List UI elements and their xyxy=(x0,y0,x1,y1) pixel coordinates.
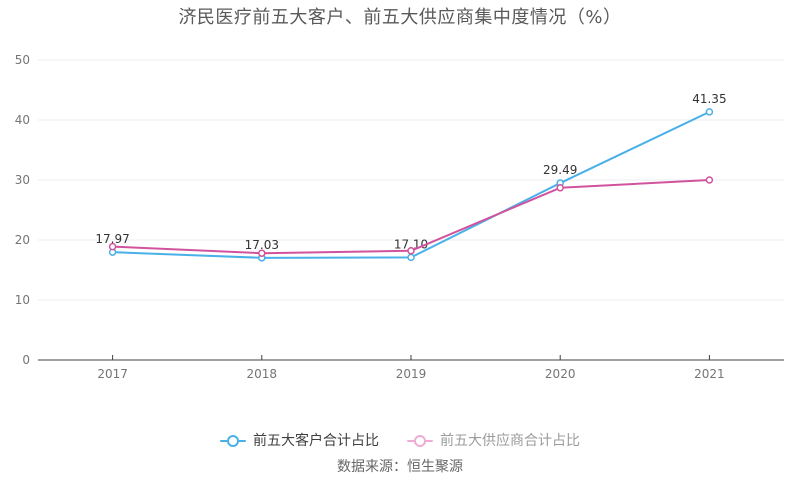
legend-circle xyxy=(227,435,239,447)
data-label: 17.03 xyxy=(245,238,279,252)
x-axis-tick-label: 2021 xyxy=(694,367,725,381)
legend-item-top5-suppliers[interactable]: 前五大供应商合计占比 xyxy=(407,434,580,448)
data-point-suppliers-2017[interactable] xyxy=(108,242,117,251)
x-axis-tick-label: 2019 xyxy=(396,367,427,381)
line-chart-plot-area: 0 10 20 30 40 50 2017 2018 2019 2020 2021 17.97 17.0… xyxy=(15,53,784,381)
y-axis-tick-label: 30 xyxy=(15,173,30,187)
data-label: 41.35 xyxy=(692,92,726,106)
y-axis-tick-label: 50 xyxy=(15,53,30,67)
legend-label-top5-suppliers: 前五大供应商合计占比 xyxy=(440,433,580,449)
data-source-note: 数据来源：恒生聚源 xyxy=(337,459,463,475)
y-axis-tick-label: 10 xyxy=(15,293,30,307)
data-point-suppliers-2020[interactable] xyxy=(556,184,564,192)
data-point-customers-2021[interactable] xyxy=(705,108,714,116)
legend: 前五大客户合计占比 前五大供应商合计占比 xyxy=(0,430,800,452)
chart-title: 济民医疗前五大客户、前五大供应商集中度情况（%） xyxy=(178,7,622,28)
data-point-suppliers-2019[interactable] xyxy=(407,247,415,255)
data-point-suppliers-2021[interactable] xyxy=(705,176,714,184)
line-series-marker-icon xyxy=(407,435,433,447)
legend-circle xyxy=(414,435,426,447)
x-axis-tick-label: 2017 xyxy=(97,367,128,381)
legend-item-top5-customers[interactable]: 前五大客户合计占比 xyxy=(220,434,379,448)
x-axis-tick-label: 2020 xyxy=(545,367,576,381)
y-axis-tick-label: 40 xyxy=(15,113,30,127)
data-label: 17.97 xyxy=(95,232,129,246)
legend-label-top5-customers: 前五大客户合计占比 xyxy=(253,433,379,449)
data-point-suppliers-2018[interactable] xyxy=(258,249,266,257)
data-point-customers-2019[interactable] xyxy=(407,253,415,262)
line-series-marker-icon xyxy=(220,435,246,447)
data-label: 29.49 xyxy=(543,163,577,177)
y-axis-tick-label: 0 xyxy=(22,353,30,367)
y-axis-tick-label: 20 xyxy=(15,233,30,247)
x-axis-tick-label: 2018 xyxy=(247,367,278,381)
